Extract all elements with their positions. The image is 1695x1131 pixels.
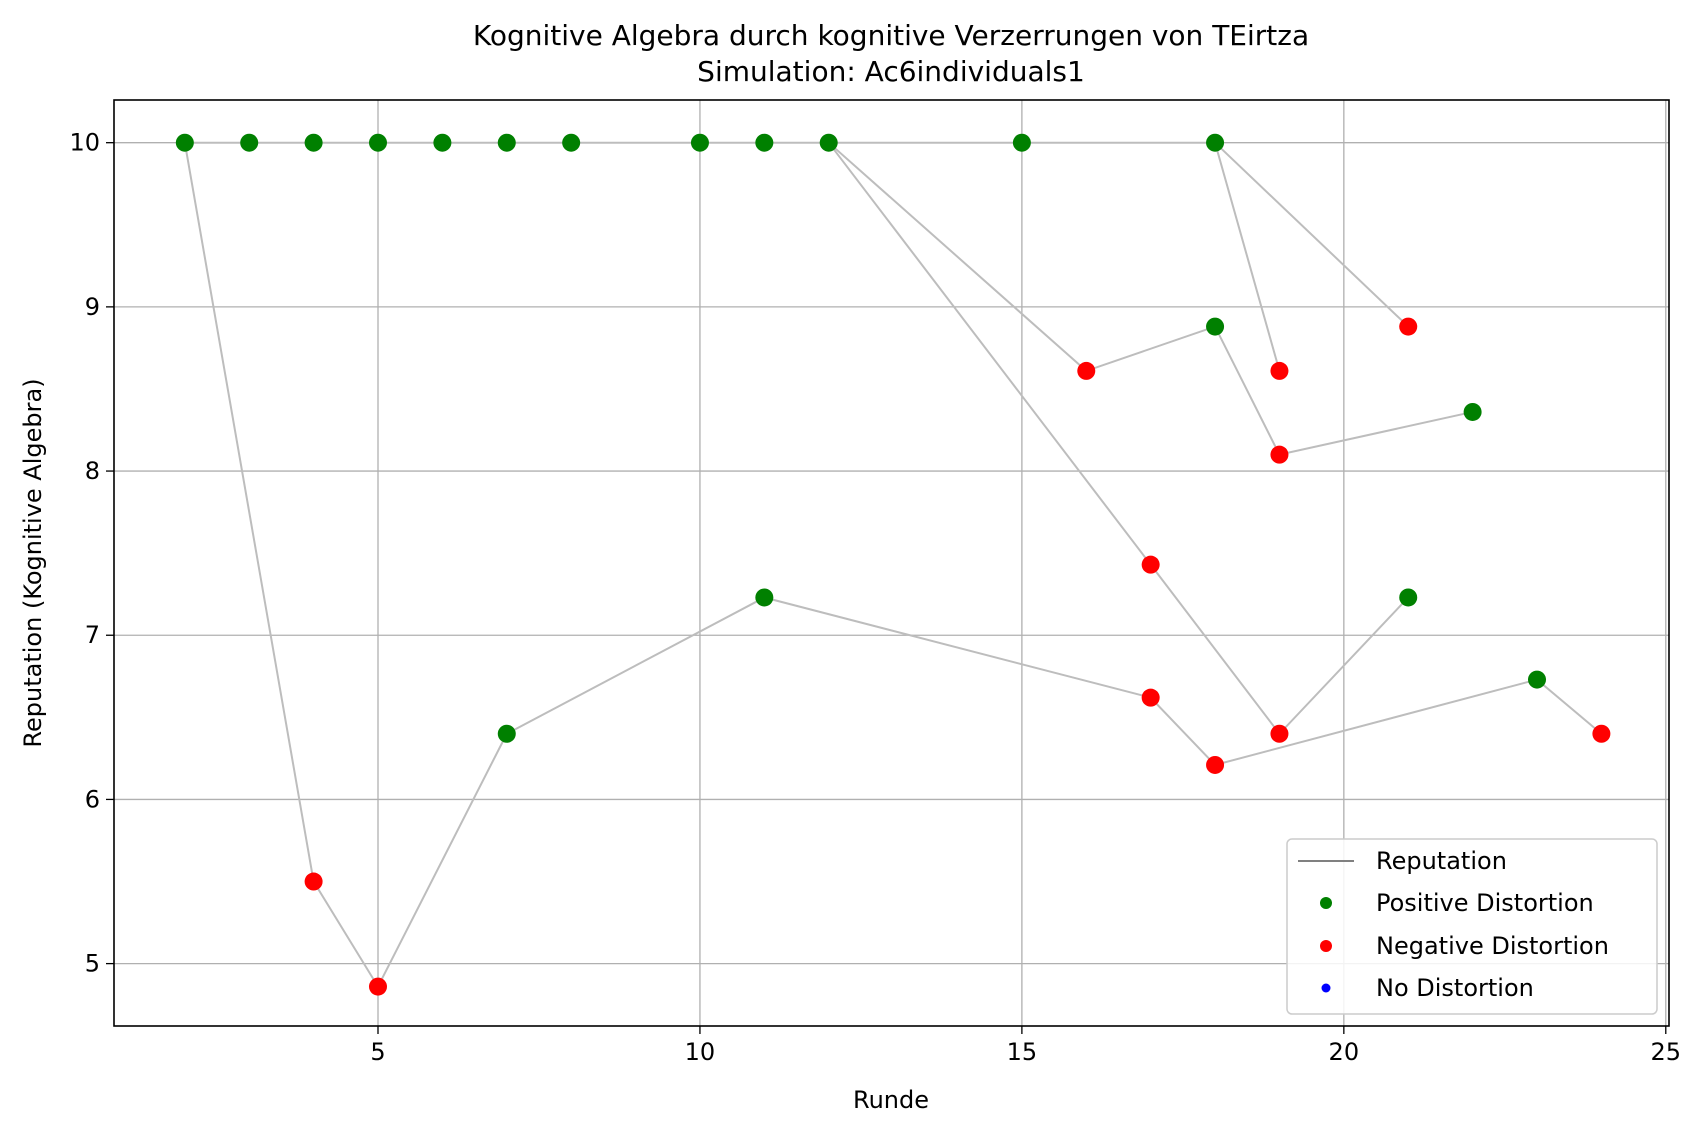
y-tick-label: 10 xyxy=(69,129,100,157)
legend-positive-marker xyxy=(1320,897,1332,909)
positive-distortion-point xyxy=(755,588,774,607)
legend-label-negative: Negative Distortion xyxy=(1376,932,1609,960)
y-tick-label: 5 xyxy=(85,950,100,978)
positive-distortion-point xyxy=(304,133,323,152)
positive-distortion-point xyxy=(1206,317,1225,336)
y-axis-label: Reputation (Kognitive Algebra) xyxy=(19,378,47,747)
positive-distortion-point xyxy=(1012,133,1031,152)
negative-distortion-point xyxy=(304,872,323,891)
reputation-line xyxy=(1214,141,1409,328)
negative-distortion-point xyxy=(1270,445,1289,464)
legend-label-reputation: Reputation xyxy=(1376,847,1507,875)
legend-label-none: No Distortion xyxy=(1376,974,1534,1002)
negative-distortion-point xyxy=(1270,361,1289,380)
negative-distortion-point xyxy=(1077,361,1096,380)
chart-subtitle: Simulation: Ac6individuals1 xyxy=(697,55,1085,88)
legend: Reputation Positive Distortion Negative … xyxy=(1286,838,1658,1015)
negative-distortion-point xyxy=(1592,724,1611,743)
distortion-points xyxy=(175,133,1611,996)
negative-distortion-point xyxy=(1270,724,1289,743)
x-axis-label: Runde xyxy=(853,1086,929,1114)
positive-distortion-point xyxy=(240,133,259,152)
positive-distortion-point xyxy=(433,133,452,152)
positive-distortion-point xyxy=(175,133,194,152)
positive-distortion-point xyxy=(368,133,387,152)
y-tick-label: 9 xyxy=(85,293,100,321)
positive-distortion-point xyxy=(562,133,581,152)
positive-distortion-point xyxy=(1399,588,1418,607)
x-tick-label: 25 xyxy=(1651,1038,1682,1066)
x-tick-label: 5 xyxy=(370,1038,385,1066)
positive-distortion-point xyxy=(1206,133,1225,152)
axis-ticks: 5 10 15 20 25 5 6 7 8 9 10 xyxy=(69,129,1681,1066)
positive-distortion-point xyxy=(1528,670,1547,689)
positive-distortion-point xyxy=(755,133,774,152)
positive-distortion-point xyxy=(497,724,516,743)
y-tick-label: 6 xyxy=(85,785,100,813)
chart-title: Kognitive Algebra durch kognitive Verzer… xyxy=(473,19,1309,52)
legend-none-marker xyxy=(1321,983,1331,993)
legend-negative-marker xyxy=(1320,940,1332,952)
legend-label-positive: Positive Distortion xyxy=(1376,889,1594,917)
negative-distortion-point xyxy=(1399,317,1418,336)
negative-distortion-point xyxy=(368,977,387,996)
y-tick-label: 8 xyxy=(85,457,100,485)
negative-distortion-point xyxy=(1141,555,1160,574)
positive-distortion-point xyxy=(819,133,838,152)
plot-frame xyxy=(113,99,1670,1027)
positive-distortion-point xyxy=(497,133,516,152)
negative-distortion-point xyxy=(1206,755,1225,774)
x-tick-label: 20 xyxy=(1329,1038,1360,1066)
y-tick-label: 7 xyxy=(85,621,100,649)
x-tick-label: 10 xyxy=(685,1038,716,1066)
legend-box xyxy=(1286,838,1658,1015)
x-tick-label: 15 xyxy=(1007,1038,1038,1066)
negative-distortion-point xyxy=(1141,688,1160,707)
positive-distortion-point xyxy=(1463,402,1482,421)
positive-distortion-point xyxy=(690,133,709,152)
